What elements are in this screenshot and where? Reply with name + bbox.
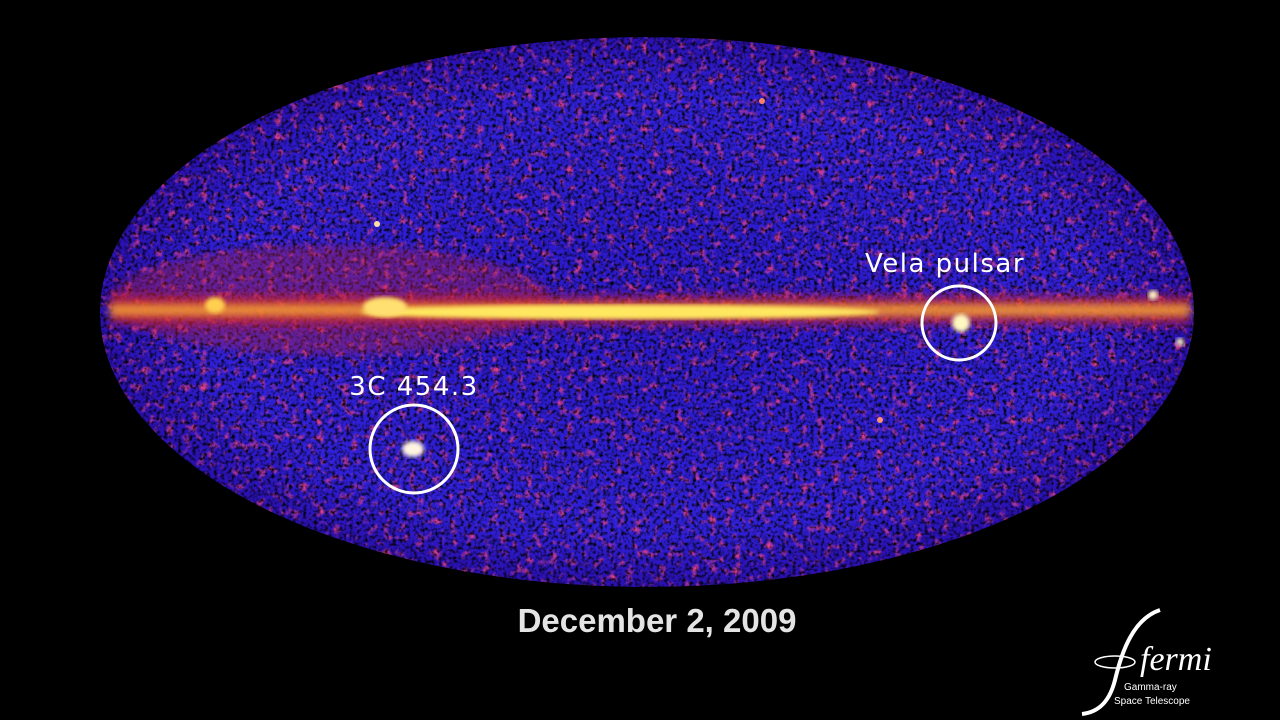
- point-source: [1148, 290, 1158, 300]
- annotation-circle: [368, 403, 460, 495]
- annotation-label: Vela pulsar: [865, 249, 1025, 279]
- point-source: [877, 417, 883, 423]
- point-source: [374, 221, 380, 227]
- logo-line2: Space Telescope: [1114, 696, 1190, 707]
- vela-source: [952, 314, 970, 332]
- logo-swoosh: [1081, 608, 1161, 716]
- annotation-circle: [920, 284, 998, 362]
- logo-line1: Gamma-ray: [1124, 682, 1177, 693]
- bright-region: [363, 297, 407, 317]
- annotation-label: 3C 454.3: [349, 372, 478, 402]
- point-source: [759, 98, 765, 104]
- point-source: [1176, 338, 1184, 346]
- logo-orbit: [1094, 655, 1136, 669]
- sky-map: [100, 37, 1194, 587]
- bright-region: [205, 297, 225, 313]
- fermi-logo: fermi Gamma-ray Space Telescope: [1081, 608, 1212, 716]
- blazar-source: [402, 441, 424, 457]
- logo-name: fermi: [1140, 641, 1212, 678]
- date-caption: December 2, 2009: [518, 602, 797, 639]
- galactic-plane-core: [360, 305, 880, 319]
